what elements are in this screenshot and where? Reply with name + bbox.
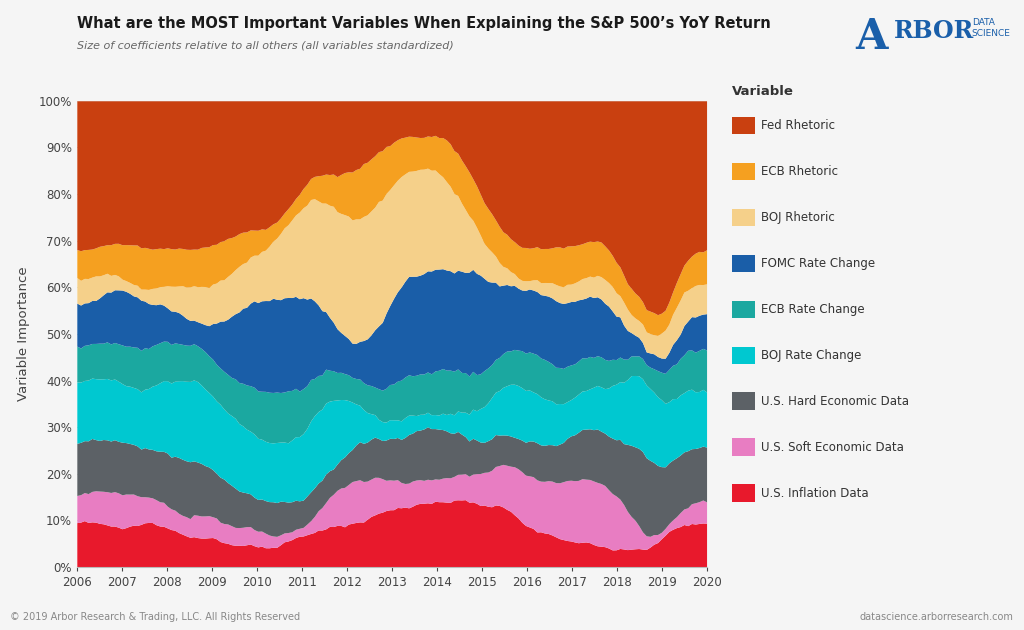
Text: Fed Rhetoric: Fed Rhetoric <box>761 119 835 132</box>
Text: What are the MOST Important Variables When Explaining the S&P 500’s YoY Return: What are the MOST Important Variables Wh… <box>77 16 770 31</box>
Text: Variable: Variable <box>732 85 794 98</box>
Text: DATA
SCIENCE: DATA SCIENCE <box>972 18 1011 38</box>
Text: Size of coefficients relative to all others (all variables standardized): Size of coefficients relative to all oth… <box>77 41 454 51</box>
Text: ECB Rhetoric: ECB Rhetoric <box>761 165 838 178</box>
Text: BOJ Rhetoric: BOJ Rhetoric <box>761 211 835 224</box>
Text: © 2019 Arbor Research & Trading, LLC. All Rights Reserved: © 2019 Arbor Research & Trading, LLC. Al… <box>10 612 300 622</box>
Text: ECB Rate Change: ECB Rate Change <box>761 303 864 316</box>
Text: A: A <box>855 16 888 58</box>
Text: U.S. Inflation Data: U.S. Inflation Data <box>761 487 868 500</box>
Text: U.S. Hard Economic Data: U.S. Hard Economic Data <box>761 395 909 408</box>
Text: datascience.arborresearch.com: datascience.arborresearch.com <box>860 612 1014 622</box>
Text: FOMC Rate Change: FOMC Rate Change <box>761 257 874 270</box>
Y-axis label: Variable Importance: Variable Importance <box>17 266 31 401</box>
Text: U.S. Soft Economic Data: U.S. Soft Economic Data <box>761 441 904 454</box>
Text: BOJ Rate Change: BOJ Rate Change <box>761 349 861 362</box>
Text: RBOR: RBOR <box>894 19 974 43</box>
